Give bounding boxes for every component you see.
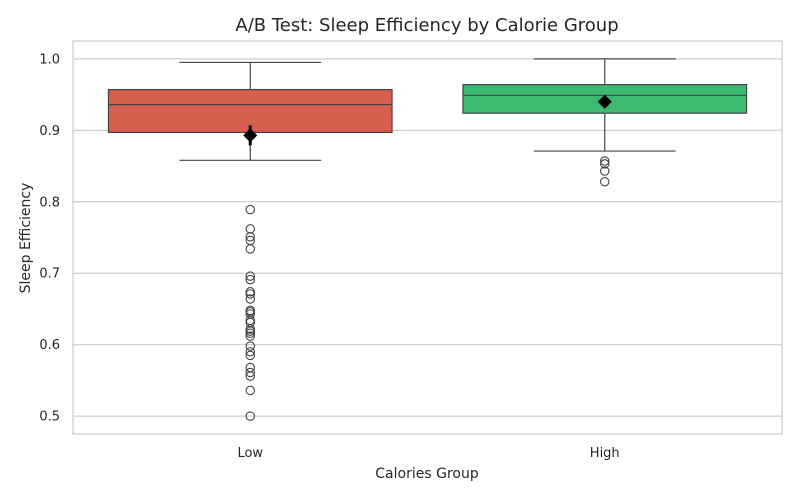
outlier-point: [245, 271, 256, 281]
y-tick-label: 0.5: [39, 410, 60, 425]
y-tick-label: 1.0: [39, 52, 60, 67]
outlier-point: [245, 411, 256, 421]
outlier-point: [245, 294, 256, 304]
outlier-point: [245, 367, 256, 378]
x-tick-label: Low: [237, 446, 263, 461]
outlier-point: [245, 347, 256, 357]
outlier-point: [245, 371, 256, 381]
outlier-point: [599, 166, 610, 176]
x-axis: Low High: [237, 446, 619, 461]
chart-title: A/B Test: Sleep Efficiency by Calorie Gr…: [235, 15, 618, 36]
box-group-low: [107, 61, 393, 421]
outlier-point: [245, 341, 256, 351]
y-tick-label: 0.8: [39, 195, 60, 210]
outlier-point: [245, 274, 256, 285]
mean-marker: [243, 128, 258, 143]
box-series: [107, 58, 748, 421]
outlier-point: [245, 362, 256, 373]
y-tick-label: 0.6: [39, 338, 60, 353]
y-tick-label: 0.9: [39, 124, 60, 139]
outlier-point: [245, 385, 256, 396]
x-axis-label: Calories Group: [375, 466, 479, 482]
y-tick-label: 0.7: [39, 267, 60, 282]
y-axis: 0.5 0.6 0.7 0.8 0.9 1.0: [39, 52, 60, 424]
outlier-point: [245, 331, 256, 341]
outlier-point: [245, 204, 256, 215]
outlier-point: [245, 350, 256, 361]
outlier-point: [245, 244, 256, 254]
outlier-point: [245, 232, 256, 242]
outlier-point: [245, 326, 256, 336]
outlier-point: [245, 224, 256, 234]
outlier-point: [245, 328, 256, 338]
mean-marker: [597, 94, 612, 109]
outlier-point: [599, 177, 610, 187]
outlier-point: [599, 156, 610, 166]
outlier-point: [245, 289, 256, 299]
outlier-point: [599, 159, 610, 169]
plot-frame: [72, 40, 783, 435]
outlier-point: [245, 315, 256, 326]
y-axis-label: Sleep Efficiency: [18, 183, 34, 294]
box-group-high: [462, 58, 748, 187]
x-tick-label: High: [590, 446, 620, 461]
